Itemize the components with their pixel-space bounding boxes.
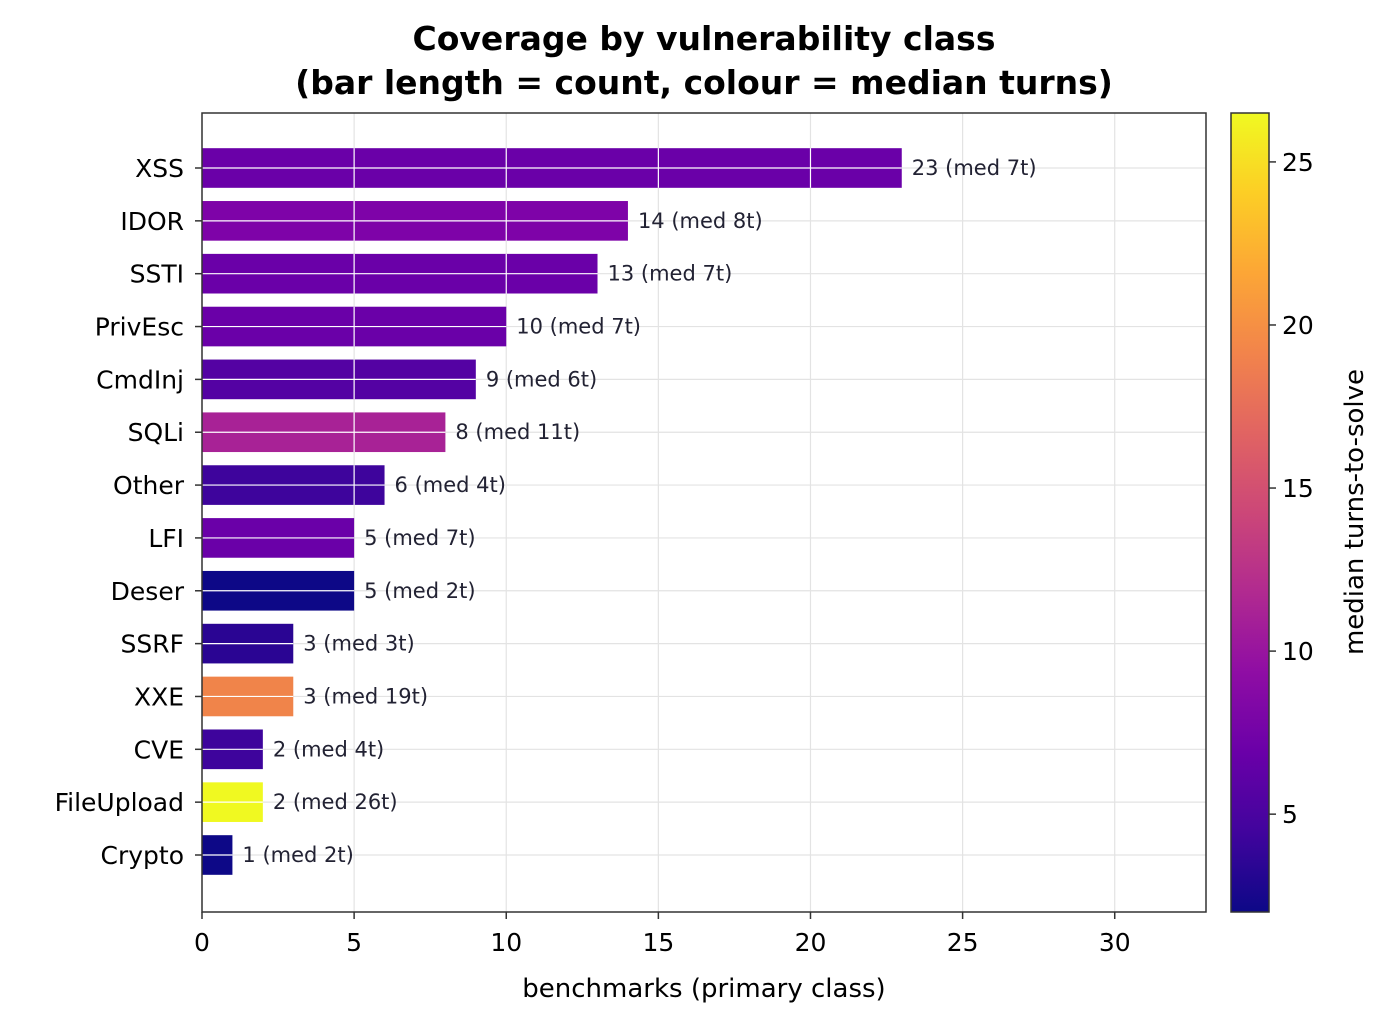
bar-value-label: 9 (med 6t) bbox=[486, 367, 597, 391]
bar-value-label: 2 (med 26t) bbox=[273, 790, 398, 814]
bar-value-label: 6 (med 4t) bbox=[395, 473, 506, 497]
y-tick-label: SSTI bbox=[130, 260, 184, 289]
bar-value-label: 5 (med 7t) bbox=[364, 526, 475, 550]
y-tick-label: CmdInj bbox=[96, 365, 184, 394]
colorbar: 5 10 15 20 25 median turns-to-solve bbox=[1230, 112, 1370, 913]
bar-value-label: 13 (med 7t) bbox=[608, 262, 733, 286]
y-tick-label: Other bbox=[113, 471, 185, 500]
bar-value-label: 5 (med 2t) bbox=[364, 579, 475, 603]
y-tick-label: Deser bbox=[111, 577, 185, 606]
colorbar-tick-label: 5 bbox=[1282, 800, 1298, 829]
bar-value-label: 2 (med 4t) bbox=[273, 737, 384, 761]
x-tick-label: 30 bbox=[1099, 928, 1131, 957]
bar-value-label: 23 (med 7t) bbox=[912, 156, 1037, 180]
y-tick-label: XXE bbox=[134, 682, 184, 711]
y-tick-label: FileUpload bbox=[55, 788, 184, 817]
colorbar-tick-label: 20 bbox=[1282, 311, 1314, 340]
y-tick-label: CVE bbox=[134, 735, 184, 764]
chart-title: Coverage by vulnerability class bbox=[413, 19, 996, 58]
bar-value-label: 1 (med 2t) bbox=[242, 843, 353, 867]
y-tick-label: PrivEsc bbox=[95, 313, 184, 342]
colorbar-label: median turns-to-solve bbox=[1340, 369, 1370, 655]
x-tick-label: 10 bbox=[490, 928, 522, 957]
x-tick-label: 20 bbox=[795, 928, 827, 957]
colorbar-tick-label: 25 bbox=[1282, 148, 1314, 177]
bar-value-label: 14 (med 8t) bbox=[638, 209, 763, 233]
y-tick-label: XSS bbox=[135, 154, 184, 183]
bar-value-label: 3 (med 19t) bbox=[303, 684, 428, 708]
y-tick-label: SQLi bbox=[128, 418, 184, 447]
colorbar-gradient bbox=[1230, 112, 1270, 913]
x-tick-label: 15 bbox=[642, 928, 674, 957]
bar-value-label: 8 (med 11t) bbox=[455, 420, 580, 444]
x-tick-label: 5 bbox=[346, 928, 362, 957]
x-axis-label: benchmarks (primary class) bbox=[522, 974, 885, 1004]
y-tick-label: Crypto bbox=[101, 841, 185, 870]
colorbar-tick-label: 10 bbox=[1282, 637, 1314, 666]
y-tick-label: SSRF bbox=[121, 630, 185, 659]
colorbar-ticks: 5 10 15 20 25 bbox=[1269, 148, 1314, 829]
bar-value-label: 3 (med 3t) bbox=[303, 632, 414, 656]
colorbar-tick-label: 15 bbox=[1282, 474, 1314, 503]
axes: 0 5 10 15 20 25 30 XSS IDOR SSTI PrivEsc CmdInj SQLi… bbox=[55, 112, 1207, 957]
x-tick-label: 25 bbox=[947, 928, 979, 957]
plot-frame bbox=[201, 112, 1207, 913]
chart-subtitle: (bar length = count, colour = median tur… bbox=[295, 63, 1113, 102]
y-tick-label: IDOR bbox=[120, 207, 184, 236]
x-tick-label: 0 bbox=[194, 928, 210, 957]
bar-value-label: 10 (med 7t) bbox=[516, 315, 641, 339]
bar-labels: 23 (med 7t) 14 (med 8t) 13 (med 7t) 10 (med… bbox=[242, 156, 1036, 867]
y-tick-label: LFI bbox=[148, 524, 184, 553]
bars bbox=[202, 148, 902, 875]
